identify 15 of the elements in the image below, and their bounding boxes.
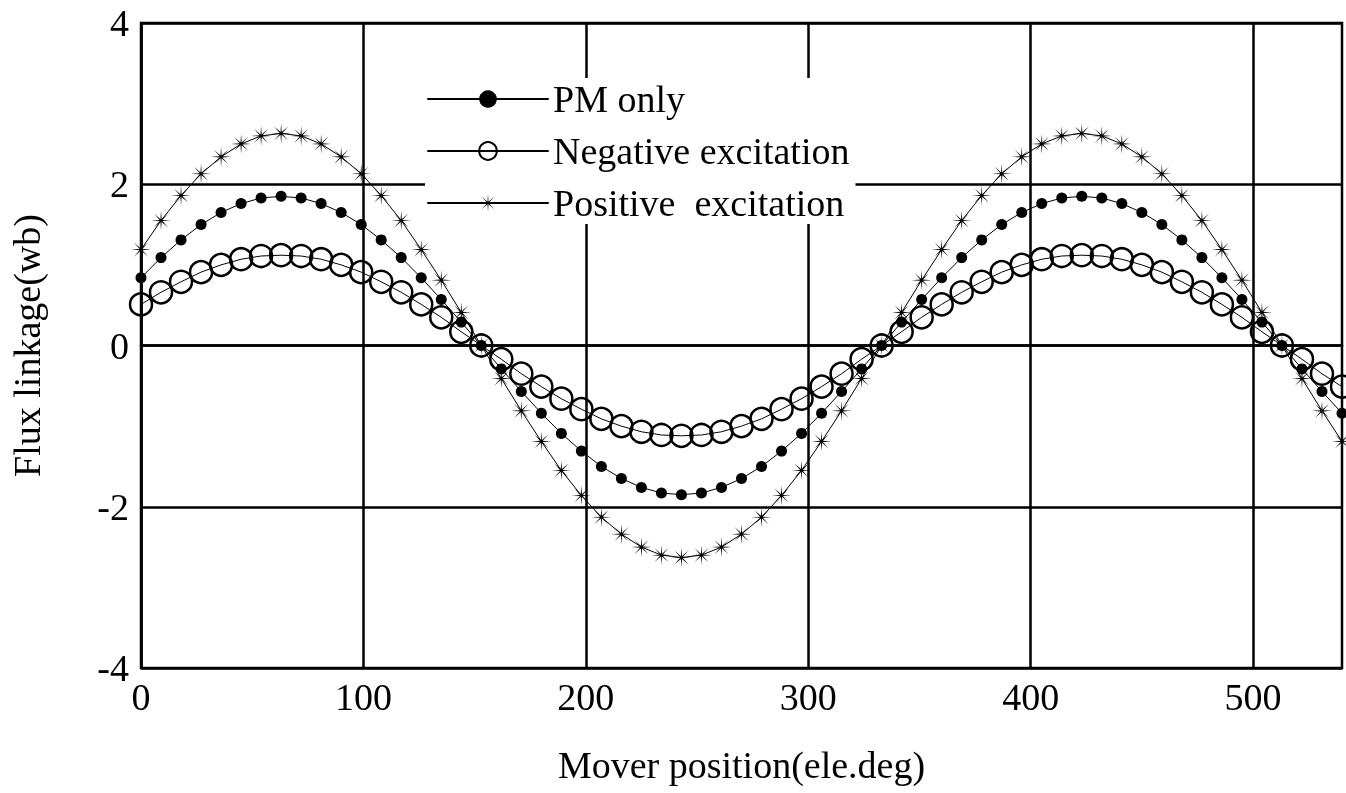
legend-label: PM only: [553, 78, 685, 120]
x-tick-label: 400: [1002, 676, 1060, 718]
y-tick-label: 2: [110, 163, 129, 206]
y-tick-label: -2: [97, 485, 129, 528]
legend-label: Negative excitation: [553, 130, 850, 172]
y-tick-label: 0: [110, 324, 129, 367]
y-tick-label: 4: [110, 2, 129, 44]
x-tick-label: 500: [1224, 676, 1282, 718]
x-tick-label: 200: [557, 676, 615, 718]
y-tick-label: -4: [97, 647, 129, 689]
x-axis-title: Mover position(ele.deg): [557, 744, 926, 787]
legend-label: Positive excitation: [553, 182, 845, 224]
y-axis-title: Flux linkage(wb): [6, 214, 49, 477]
x-tick-label: 100: [334, 676, 392, 718]
x-tick-label: 300: [779, 676, 837, 718]
